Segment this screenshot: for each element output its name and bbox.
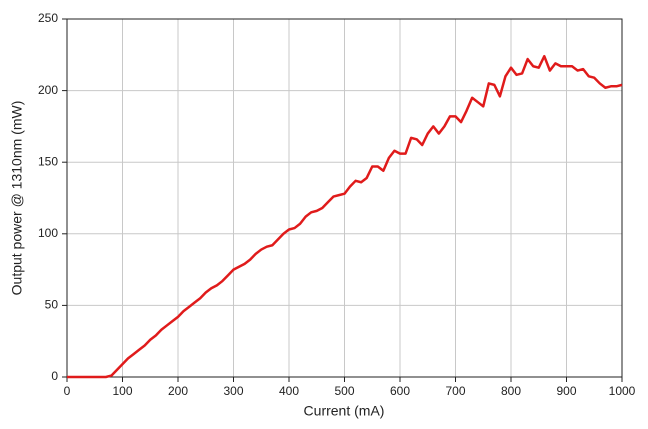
x-tick-label: 800 bbox=[501, 384, 521, 398]
x-tick-label: 200 bbox=[168, 384, 188, 398]
x-tick-label: 300 bbox=[223, 384, 243, 398]
data-line bbox=[67, 54, 623, 379]
y-tick-label: 150 bbox=[38, 154, 58, 168]
x-tick-label: 700 bbox=[445, 384, 465, 398]
x-tick-label: 100 bbox=[112, 384, 132, 398]
x-tick-label: 900 bbox=[556, 384, 576, 398]
x-tick-label: 1000 bbox=[609, 384, 636, 398]
y-tick-label: 100 bbox=[38, 226, 58, 240]
y-axis-title: Output power @ 1310nm (mW) bbox=[9, 101, 25, 296]
x-tick-label: 500 bbox=[334, 384, 354, 398]
y-tick-label: 250 bbox=[38, 11, 58, 25]
y-tick-label: 50 bbox=[45, 298, 59, 312]
x-axis-title: Current (mA) bbox=[304, 403, 385, 419]
y-tick-label: 0 bbox=[51, 369, 58, 383]
x-tick-label: 600 bbox=[390, 384, 410, 398]
x-tick-label: 400 bbox=[279, 384, 299, 398]
plot-frame bbox=[66, 18, 623, 378]
x-tick-label: 0 bbox=[64, 384, 71, 398]
y-tick-label: 200 bbox=[38, 83, 58, 97]
